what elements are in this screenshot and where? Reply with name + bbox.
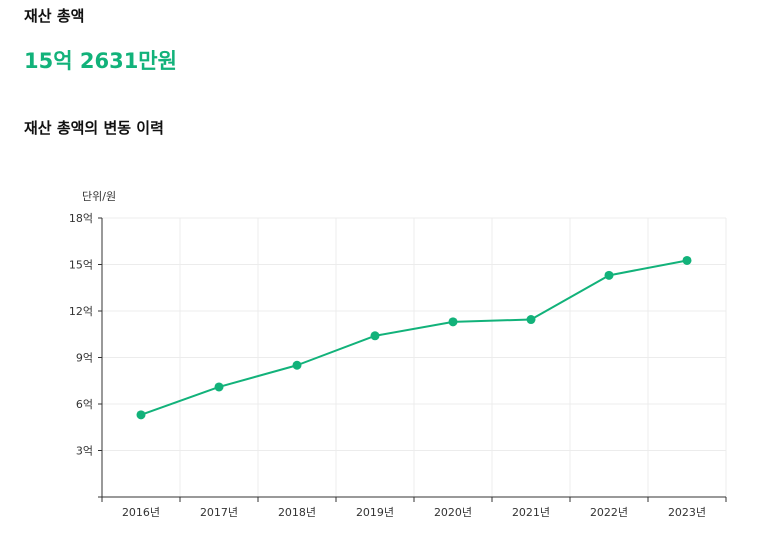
label-layer: 3억 6억 9억 12억 15억 18억 2016년 2017년 2018년 2019년 2020년… <box>69 190 706 519</box>
y-tick-label: 12억 <box>69 305 93 318</box>
y-tick-label: 3억 <box>76 445 93 458</box>
x-tick-label: 2022년 <box>590 506 628 519</box>
y-tick-label: 15억 <box>69 259 93 272</box>
data-point <box>604 270 614 280</box>
x-tick-label: 2019년 <box>356 506 394 519</box>
y-tick-label: 18억 <box>69 212 93 225</box>
x-tick-label: 2016년 <box>122 506 160 519</box>
data-point <box>526 315 536 325</box>
y-tick-label: 9억 <box>76 352 93 365</box>
data-point <box>682 255 692 265</box>
series-line <box>140 259 688 416</box>
x-tick-label: 2020년 <box>434 506 472 519</box>
total-amount: 15억 2631만원 <box>24 49 177 73</box>
data-point <box>448 317 458 327</box>
data-point <box>136 410 146 420</box>
data-point <box>370 331 380 341</box>
grid-layer <box>101 217 727 497</box>
x-tick-label: 2021년 <box>512 506 550 519</box>
x-tick-label: 2018년 <box>278 506 316 519</box>
unit-label: 단위/원 <box>82 190 116 203</box>
data-point <box>214 382 224 392</box>
history-title: 재산 총액의 변동 이력 <box>24 119 164 137</box>
x-tick-label: 2023년 <box>668 506 706 519</box>
series-layer <box>136 255 692 420</box>
y-tick-label: 6억 <box>76 398 93 411</box>
section-label: 재산 총액 <box>24 7 85 25</box>
axis-layer <box>98 217 727 502</box>
x-tick-label: 2017년 <box>200 506 238 519</box>
data-point <box>292 360 302 370</box>
